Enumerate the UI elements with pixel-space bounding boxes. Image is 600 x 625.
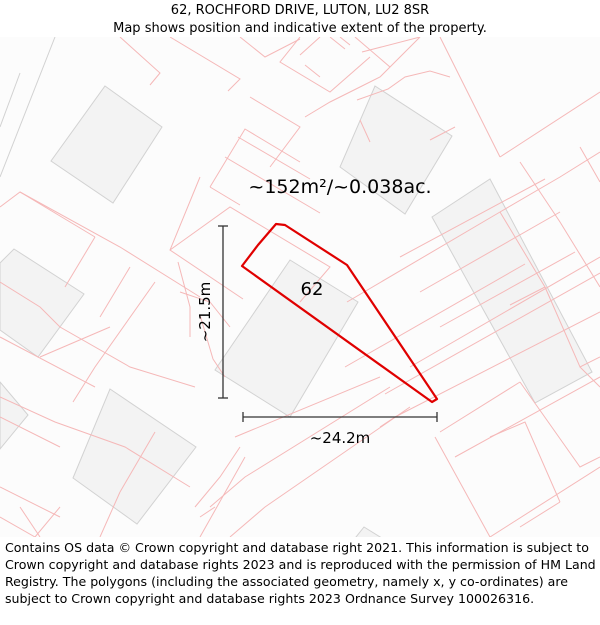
parcel-line bbox=[354, 37, 391, 68]
parcel-line bbox=[409, 256, 600, 368]
map-canvas[interactable]: ~152m²/~0.038ac. 62 ~21.5m ~24.2m bbox=[0, 37, 600, 537]
parcel-line bbox=[177, 261, 191, 337]
parcel-line bbox=[434, 436, 491, 537]
parcel-line bbox=[39, 326, 111, 358]
parcel-line bbox=[519, 161, 600, 288]
parcel-line bbox=[429, 126, 456, 141]
parcel-line bbox=[169, 37, 241, 92]
parcel-line bbox=[0, 191, 96, 238]
parcel-line bbox=[0, 281, 196, 388]
parcel-line bbox=[99, 491, 121, 537]
building bbox=[355, 526, 382, 537]
parcel-line bbox=[209, 186, 241, 206]
parcel-line bbox=[199, 456, 246, 537]
parcel-line bbox=[304, 64, 321, 78]
parcel-line bbox=[237, 136, 311, 180]
road-lines bbox=[0, 37, 56, 178]
map-header: 62, ROCHFORD DRIVE, LUTON, LU2 8SR Map s… bbox=[0, 0, 600, 38]
parcel-line bbox=[0, 336, 96, 388]
copyright-notice: Contains OS data © Crown copyright and d… bbox=[5, 539, 597, 607]
parcel-line bbox=[419, 211, 561, 293]
parcel-line bbox=[0, 396, 191, 488]
parcel-line bbox=[339, 37, 351, 46]
parcel-line bbox=[249, 96, 301, 168]
parcel-line bbox=[234, 376, 381, 438]
parcel-line bbox=[64, 236, 96, 288]
parcel-line bbox=[229, 406, 411, 537]
parcel-line bbox=[579, 366, 600, 388]
building bbox=[72, 388, 197, 525]
parcel-line bbox=[72, 281, 156, 403]
parcel-line bbox=[19, 191, 201, 298]
parcel-line bbox=[454, 376, 600, 458]
parcel-line bbox=[439, 37, 501, 158]
map-subtitle: Map shows position and indicative extent… bbox=[113, 21, 487, 36]
property-address: 62, ROCHFORD DRIVE, LUTON, LU2 8SR bbox=[170, 3, 430, 18]
parcel-line bbox=[344, 263, 526, 368]
parcel-line bbox=[489, 466, 600, 537]
parcel-line bbox=[439, 381, 521, 433]
dimension-lines bbox=[218, 225, 438, 422]
parcel-line bbox=[356, 70, 451, 101]
parcel-line bbox=[579, 146, 600, 183]
parcel-line bbox=[224, 156, 321, 214]
building bbox=[0, 381, 29, 450]
property-boundary[interactable] bbox=[240, 222, 439, 404]
parcel-line bbox=[361, 37, 421, 53]
parcel-line bbox=[34, 506, 61, 537]
parcel-line bbox=[169, 206, 331, 303]
parcel-line bbox=[299, 37, 321, 56]
building bbox=[339, 85, 453, 215]
parcel-line bbox=[359, 119, 371, 143]
width-dimension-label: ~24.2m bbox=[310, 429, 371, 447]
building bbox=[50, 85, 163, 204]
building bbox=[0, 248, 85, 358]
parcel-line bbox=[209, 128, 301, 188]
parcel-line bbox=[439, 251, 576, 328]
parcel-line bbox=[239, 37, 301, 58]
parcel-line bbox=[499, 91, 600, 158]
parcel-line bbox=[489, 421, 561, 503]
parcel-line bbox=[0, 416, 61, 448]
parcel-line bbox=[329, 37, 346, 50]
parcel-line bbox=[346, 151, 600, 303]
parcel-line bbox=[19, 506, 41, 537]
parcel-boundaries bbox=[0, 37, 600, 537]
area-label: ~152m²/~0.038ac. bbox=[248, 176, 431, 198]
parcel-line bbox=[199, 314, 226, 378]
parcel-line bbox=[169, 176, 244, 300]
building bbox=[214, 259, 359, 418]
parcel-line bbox=[199, 506, 216, 518]
parcel-line bbox=[304, 37, 421, 118]
parcel-line bbox=[99, 266, 131, 318]
plot-number-label: 62 bbox=[301, 279, 324, 300]
parcel-line bbox=[119, 431, 156, 493]
parcel-line bbox=[379, 416, 396, 428]
parcel-line bbox=[279, 37, 371, 93]
parcel-line bbox=[519, 381, 600, 468]
parcel-line bbox=[194, 446, 241, 508]
parcel-line bbox=[519, 501, 561, 528]
parcel-line bbox=[0, 486, 61, 518]
building-footprints bbox=[0, 85, 593, 537]
property-map[interactable]: ~152m²/~0.038ac. 62 ~21.5m ~24.2m bbox=[0, 37, 600, 537]
height-dimension-label: ~21.5m bbox=[196, 282, 214, 343]
parcel-line bbox=[399, 178, 546, 258]
parcel-line bbox=[119, 37, 161, 86]
copyright-text: Contains OS data © Crown copyright and d… bbox=[5, 540, 596, 606]
parcel-line bbox=[0, 516, 36, 537]
parcel-line bbox=[209, 386, 391, 508]
